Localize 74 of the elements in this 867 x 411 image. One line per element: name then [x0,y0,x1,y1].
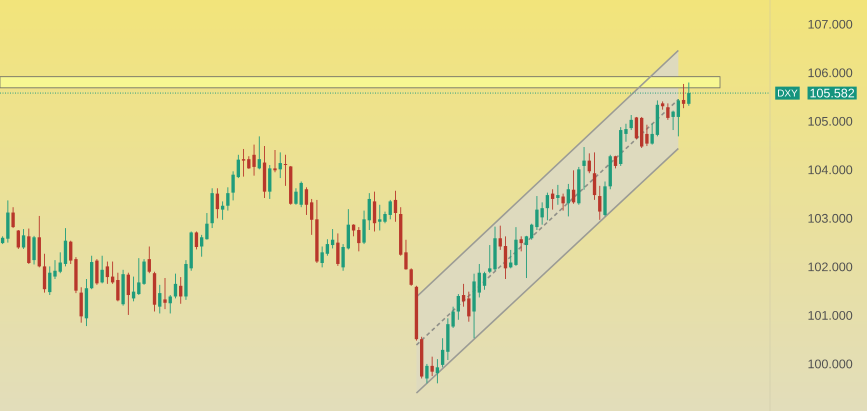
candlestick [216,188,220,219]
candlestick [179,276,182,304]
candlestick [378,204,382,231]
candlestick [630,114,633,130]
candlestick [16,230,20,250]
candlestick [425,363,429,384]
candlestick [388,199,392,220]
y-tick-label: 101.000 [808,310,852,320]
candlestick [556,184,560,206]
y-tick-label: 103.000 [808,214,852,223]
candlestick [498,225,502,250]
candlestick [226,186,230,212]
candlestick [48,266,52,296]
candlestick [561,193,565,212]
candlestick [451,306,455,328]
candlestick [273,149,277,173]
candlestick [509,249,512,269]
candlestick [572,170,576,204]
y-tick-label: 105.000 [808,116,852,126]
candlestick [220,200,224,220]
candlestick [336,232,340,266]
candlestick [436,358,440,384]
candlestick [478,264,481,298]
candlestick [304,186,308,216]
candlestick [148,246,151,274]
candlestick [456,294,460,320]
candlestick [410,268,413,286]
candlestick [284,154,288,186]
candlestick [368,192,371,230]
y-tick-label: 107.000 [808,20,852,29]
candlestick [58,252,62,274]
candlestick [624,123,628,142]
candlestick [300,181,303,208]
candlestick [11,206,15,229]
candlestick [666,102,670,120]
candlestick [80,286,83,324]
candlestick [142,258,146,286]
candlestick [430,356,434,377]
candlestick [540,202,544,226]
candlestick [163,278,167,310]
candlestick [614,155,618,169]
ref-line-label: DXY [778,90,798,96]
candlestick [634,116,638,140]
candlestick [488,244,492,274]
candlestick [158,284,162,314]
y-tick-label: 102.000 [808,262,852,272]
candlestick [566,183,570,217]
candlestick [383,211,387,224]
candlestick [546,192,550,221]
candlestick [278,152,282,179]
y-tick-label: 105.582 [810,88,854,98]
candlestick [69,240,72,264]
candlestick [592,152,596,200]
candlestick [126,272,130,316]
candlestick [504,236,508,280]
candlestick [482,271,486,290]
candlestick [168,294,172,314]
candlestick [520,236,523,252]
candlestick [598,185,602,220]
candlestick [100,255,104,284]
candlestick [64,228,68,267]
candlestick [258,136,261,170]
candlestick [268,164,272,200]
candlestick [330,228,334,249]
y-tick-label: 100.000 [808,360,852,368]
candlestick [682,83,686,109]
candlestick [582,146,586,190]
candlestick [588,152,591,174]
y-tick-label: 104.000 [808,165,852,174]
candlestick [294,188,298,206]
candlestick [95,258,99,286]
candlestick [550,188,554,210]
y-tick-label: 106.000 [808,68,852,78]
candlestick [106,261,110,284]
